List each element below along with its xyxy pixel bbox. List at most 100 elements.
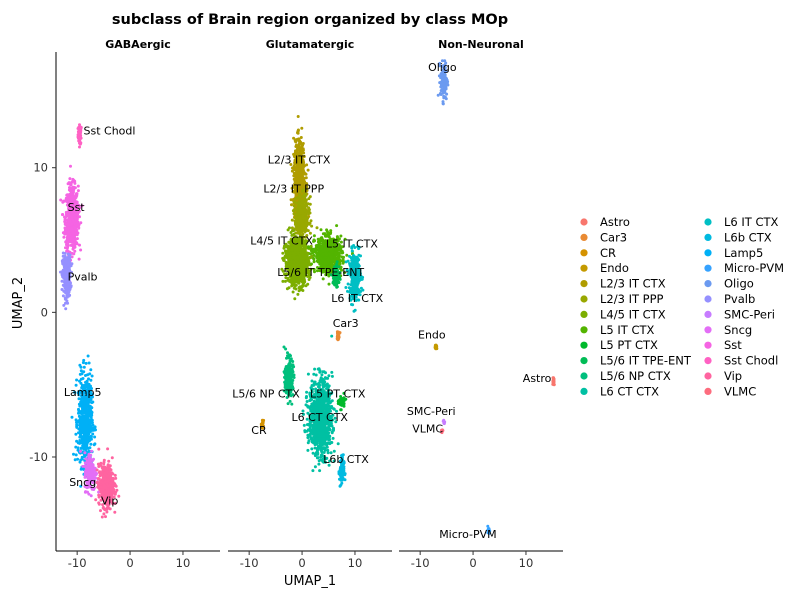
data-point	[70, 209, 74, 213]
data-point	[307, 257, 311, 260]
data-point	[71, 234, 75, 238]
data-point	[61, 294, 65, 298]
data-point	[102, 512, 106, 516]
data-point	[305, 203, 309, 207]
data-point	[77, 226, 81, 230]
data-point	[295, 219, 299, 223]
data-point	[89, 424, 93, 428]
data-point	[72, 188, 76, 192]
x-tick-label: 0	[298, 556, 305, 570]
data-point	[99, 498, 103, 502]
data-point	[83, 421, 86, 424]
data-point	[66, 230, 70, 234]
x-tick-label: -10	[68, 556, 87, 570]
data-point	[80, 204, 84, 208]
data-point	[79, 446, 83, 450]
data-point	[71, 206, 75, 209]
data-point	[304, 184, 308, 188]
data-point	[89, 384, 92, 388]
data-point	[296, 230, 300, 234]
data-point	[61, 275, 65, 279]
data-point	[85, 482, 89, 486]
data-point	[79, 484, 83, 488]
data-point	[110, 501, 114, 505]
data-point	[297, 148, 300, 152]
data-point	[79, 439, 83, 443]
data-point	[85, 408, 89, 412]
data-point	[63, 226, 67, 230]
data-point	[300, 226, 303, 230]
data-point	[65, 299, 69, 303]
data-point	[290, 248, 294, 252]
data-point	[294, 287, 298, 291]
cluster-label: Pvalb	[68, 271, 98, 284]
data-point	[105, 489, 109, 493]
data-point	[92, 486, 96, 490]
data-point	[294, 174, 298, 178]
data-point	[79, 449, 82, 453]
data-point	[64, 260, 68, 264]
data-point	[67, 235, 70, 239]
data-point	[299, 247, 303, 251]
data-point	[87, 377, 90, 381]
data-point	[290, 203, 293, 207]
data-point	[106, 479, 110, 483]
data-point	[79, 221, 83, 225]
data-point	[73, 186, 77, 190]
data-point	[84, 402, 88, 406]
data-point	[98, 473, 102, 477]
data-point	[111, 478, 115, 482]
data-point	[287, 259, 291, 263]
data-point	[86, 392, 90, 396]
data-point	[86, 427, 89, 431]
data-point	[306, 229, 310, 233]
data-point	[78, 215, 81, 219]
data-point	[296, 256, 299, 260]
data-point	[78, 363, 82, 367]
data-point	[88, 421, 92, 425]
data-point	[91, 428, 95, 432]
data-point	[71, 231, 74, 235]
data-point	[78, 379, 81, 383]
data-point	[89, 473, 93, 477]
data-point	[87, 361, 91, 365]
data-point	[302, 203, 305, 207]
data-point	[82, 365, 86, 369]
data-point	[105, 469, 109, 473]
data-point	[306, 282, 310, 286]
data-point	[111, 491, 115, 495]
cluster-sncg	[79, 449, 101, 498]
data-point	[110, 481, 114, 485]
data-point	[97, 447, 101, 451]
data-point	[70, 415, 74, 419]
data-point	[77, 204, 81, 208]
data-point	[101, 503, 105, 507]
data-point	[296, 195, 300, 199]
data-point	[65, 243, 68, 247]
data-point	[62, 235, 66, 239]
data-point	[113, 483, 117, 487]
data-point	[86, 388, 90, 391]
data-point	[296, 130, 300, 133]
data-point	[325, 228, 329, 232]
data-point	[298, 206, 302, 210]
data-point	[79, 125, 83, 129]
data-point	[99, 509, 102, 513]
data-point	[89, 494, 93, 498]
data-point	[97, 486, 101, 490]
data-point	[86, 354, 90, 358]
data-point	[285, 249, 289, 253]
data-point	[299, 168, 303, 172]
data-point	[297, 200, 301, 204]
data-point	[74, 453, 78, 457]
data-point	[70, 262, 74, 266]
data-point	[81, 386, 84, 390]
data-point	[103, 484, 107, 488]
data-point	[286, 228, 290, 232]
data-point	[82, 415, 85, 419]
data-point	[292, 200, 296, 204]
data-point	[301, 142, 305, 145]
data-point	[65, 200, 69, 204]
data-point	[299, 286, 303, 290]
